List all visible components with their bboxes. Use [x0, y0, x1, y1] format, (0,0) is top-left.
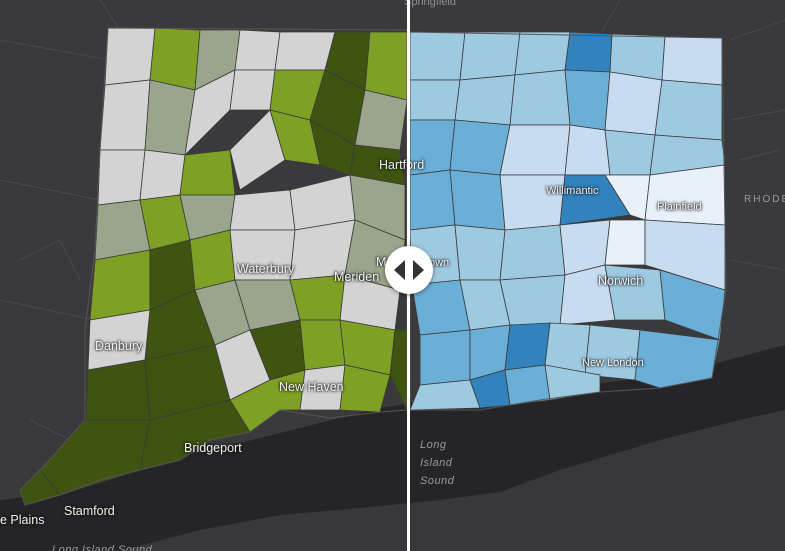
right-town-polygon[interactable]: [409, 169, 456, 231]
label-long: Long: [420, 439, 447, 451]
right-town-polygon[interactable]: [454, 224, 506, 281]
left-town-polygon[interactable]: [274, 31, 336, 71]
left-town-polygon[interactable]: [85, 359, 151, 421]
right-town-polygon[interactable]: [454, 74, 516, 126]
right-town-polygon[interactable]: [499, 274, 566, 326]
right-town-polygon[interactable]: [514, 31, 571, 76]
right-town-polygon[interactable]: [661, 35, 723, 86]
left-town-polygon[interactable]: [229, 229, 296, 281]
left-town-polygon[interactable]: [139, 149, 186, 201]
left-town-polygon[interactable]: [299, 364, 346, 411]
right-town-polygon[interactable]: [604, 264, 666, 321]
right-town-polygon[interactable]: [459, 31, 521, 81]
right-town-polygon[interactable]: [604, 71, 663, 136]
right-town-polygon[interactable]: [644, 164, 726, 226]
left-town-polygon[interactable]: [234, 29, 281, 71]
right-town-polygon[interactable]: [504, 364, 551, 406]
label-sound: Sound: [420, 475, 455, 487]
label-long-island-sound-bottom: Long Island Sound: [52, 544, 153, 551]
connecticut-outline: [19, 27, 408, 506]
swipe-arrows-icon: [394, 260, 424, 280]
right-town-polygon[interactable]: [604, 219, 646, 266]
right-town-polygon[interactable]: [564, 124, 611, 176]
left-town-polygon[interactable]: [89, 249, 151, 321]
right-town-polygon[interactable]: [509, 69, 571, 126]
left-town-polygon[interactable]: [179, 149, 236, 196]
left-town-polygon[interactable]: [97, 149, 146, 206]
right-choropleth-layer: [409, 31, 726, 411]
left-town-polygon[interactable]: [229, 189, 296, 231]
right-town-polygon[interactable]: [499, 124, 571, 176]
right-town-polygon[interactable]: [654, 79, 723, 141]
connecticut-outline-east: [409, 31, 727, 411]
right-town-polygon[interactable]: [409, 119, 456, 176]
right-town-polygon[interactable]: [564, 69, 611, 131]
left-town-polygon[interactable]: [289, 274, 346, 321]
right-town-polygon[interactable]: [584, 324, 641, 381]
right-town-polygon[interactable]: [604, 129, 656, 176]
right-town-polygon[interactable]: [504, 322, 551, 371]
right-town-polygon[interactable]: [499, 224, 566, 281]
right-town-polygon[interactable]: [409, 31, 466, 81]
right-town-polygon[interactable]: [449, 169, 506, 231]
left-town-polygon[interactable]: [229, 69, 276, 111]
left-town-polygon[interactable]: [189, 229, 236, 291]
right-town-polygon[interactable]: [409, 79, 461, 121]
right-town-polygon[interactable]: [499, 174, 566, 231]
label-island: Island: [420, 457, 453, 469]
left-town-polygon[interactable]: [299, 319, 346, 371]
right-town-polygon[interactable]: [419, 329, 471, 386]
left-town-polygon[interactable]: [149, 27, 201, 91]
left-town-polygon[interactable]: [364, 31, 408, 101]
label-springfield: Springfield: [404, 0, 456, 8]
long-island-land: [120, 410, 785, 551]
left-town-polygon[interactable]: [289, 219, 356, 281]
right-town-polygon[interactable]: [449, 119, 511, 176]
label-rhode-island: RHODE: [744, 194, 785, 205]
left-town-polygon[interactable]: [104, 27, 156, 86]
swipe-handle[interactable]: [385, 246, 433, 294]
left-choropleth-layer: [19, 27, 408, 506]
background-roads: [0, 0, 785, 441]
left-town-polygon[interactable]: [99, 79, 151, 151]
right-town-polygon[interactable]: [564, 31, 613, 73]
label-long-island-sound: Long Island Sound: [420, 436, 454, 490]
